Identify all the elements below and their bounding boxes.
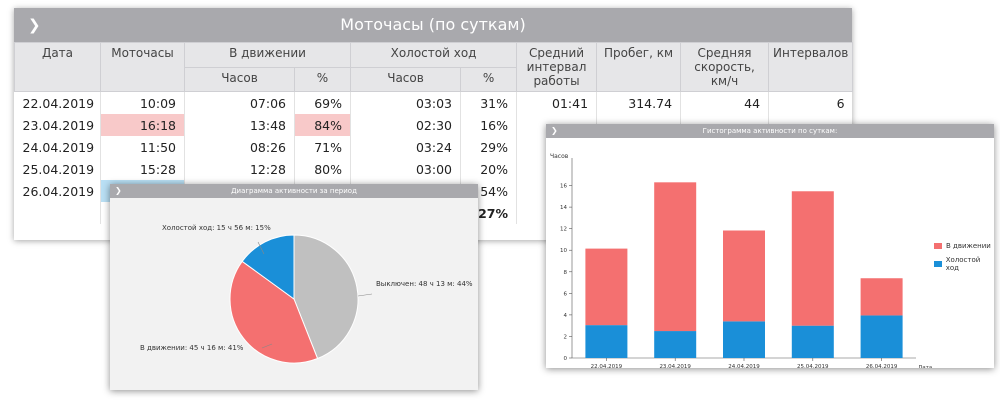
y-tick-label: 0 [564, 356, 568, 362]
cell-avg-interval: 01:41 [516, 91, 597, 114]
cell-moving-hours: 08:26 [184, 136, 295, 158]
bar-segment-moving[interactable] [585, 248, 628, 326]
bar-segment-moving[interactable] [723, 230, 765, 322]
pie-slice-idle[interactable] [241, 234, 295, 300]
cell-idle-pct: 29% [460, 136, 517, 158]
cell-idle-hours: 02:30 [350, 114, 461, 136]
x-tick-label: 25.04.2019 [797, 364, 829, 368]
bar-title: Гистограмма активности по суткам: [702, 127, 838, 135]
bar-segment-moving[interactable] [654, 182, 697, 332]
x-tick-label: 24.04.2019 [728, 364, 760, 368]
activity-histogram-chart: Часов 0 2 4 6 8 10 12 14 16 Дата 22.04.2019 23.04.20… [550, 153, 932, 368]
legend-label-moving: В движении [946, 242, 991, 250]
pie-label-off: Выключен: 48 ч 13 м: 44% [376, 280, 473, 288]
activity-pie-panel: ❯ Диаграмма активности за период Выключе… [110, 184, 478, 390]
x-tick-label: 26.04.2019 [866, 364, 898, 368]
cell-moving-hours: 12:28 [184, 158, 295, 180]
header-idle-hours[interactable]: Часов [350, 66, 462, 92]
bar-segment-moving[interactable] [791, 191, 834, 326]
y-tick-label: 2 [564, 334, 568, 340]
pie-leader-line [357, 293, 373, 297]
bar-titlebar: ❯ Гистограмма активности по суткам: [546, 124, 994, 138]
cell-idle-hours: 03:24 [350, 136, 461, 158]
y-tick-label: 14 [560, 205, 567, 211]
cell-date: 23.04.2019 [22, 117, 95, 133]
cell-moving-pct: 84% [293, 114, 351, 136]
header-motohours[interactable]: Моточасы [100, 42, 185, 92]
cell-motohours: 16:18 [100, 114, 185, 136]
cell-date: 24.04.2019 [22, 139, 95, 155]
y-tick-label: 10 [560, 248, 567, 254]
collapse-chevron-icon[interactable]: ❯ [28, 16, 41, 34]
cell-idle-pct: 31% [460, 91, 517, 114]
header-moving-hours[interactable]: Часов [184, 66, 295, 92]
header-avg-interval[interactable]: Средний интервал работы [516, 42, 598, 92]
cell-idle-pct: 16% [460, 114, 517, 136]
x-axis-label: Дата [918, 365, 932, 368]
pie-title: Диаграмма активности за период [231, 187, 357, 195]
collapse-chevron-icon[interactable]: ❯ [115, 186, 122, 195]
cell-idle-hours: 03:03 [350, 91, 461, 114]
header-avg-speed[interactable]: Средняя скорость, км/ч [680, 42, 770, 92]
y-tick-label: 12 [560, 227, 567, 233]
cell-date: 26.04.2019 [22, 183, 95, 199]
cell-moving-hours: 13:48 [184, 114, 295, 136]
chart-legend: В движении Холостой ход [934, 242, 994, 278]
header-idle: Холостой ход [350, 42, 518, 68]
bar-segment-idle[interactable] [723, 321, 765, 358]
x-tick-label: 22.04.2019 [591, 364, 623, 368]
cell-intervals: 6 [768, 91, 853, 114]
pie-label-moving: В движении: 45 ч 16 м: 41% [140, 344, 244, 352]
x-tick-label: 23.04.2019 [659, 364, 691, 368]
report-title: Моточасы (по суткам) [340, 15, 526, 34]
legend-swatch-moving [934, 243, 942, 249]
y-tick-label: 6 [564, 291, 568, 297]
cell-date: 22.04.2019 [22, 95, 95, 111]
header-moving-pct[interactable]: % [293, 66, 352, 92]
table-row: 22.04.2019 10:09 07:06 69% 03:03 31% 01:… [15, 91, 853, 114]
y-axis-label: Часов [550, 153, 569, 160]
pie-slice-moving[interactable] [229, 260, 319, 364]
cell-moving-pct: 71% [293, 136, 351, 158]
y-tick-label: 4 [564, 313, 568, 319]
y-tick-label: 16 [560, 184, 567, 190]
cell-moving-hours: 07:06 [184, 91, 295, 114]
cell-avg-speed: 44 [680, 91, 769, 114]
y-tick-label: 8 [564, 270, 568, 276]
cell-idle-hours: 03:00 [350, 158, 461, 180]
cell-motohours: 11:50 [100, 136, 185, 158]
cell-date [15, 202, 101, 224]
bar-segment-idle[interactable] [585, 325, 628, 358]
activity-pie-chart [229, 234, 373, 364]
cell-date: 25.04.2019 [22, 161, 95, 177]
header-moving: В движении [183, 42, 352, 68]
legend-label-idle: Холостой ход [945, 256, 981, 272]
cell-motohours: 10:09 [100, 91, 185, 114]
pie-label-idle: Холостой ход: 15 ч 56 м: 15% [162, 224, 271, 232]
bar-segment-idle[interactable] [791, 325, 834, 358]
bar-segment-idle[interactable] [860, 315, 903, 358]
legend-item-idle: Холостой ход [934, 256, 994, 272]
activity-histogram-panel: ❯ Гистограмма активности по суткам: Часо… [546, 124, 994, 368]
cell-mileage: 314.74 [596, 91, 681, 114]
header-mileage[interactable]: Пробег, км [596, 42, 682, 92]
pie-leader-line [257, 241, 265, 255]
legend-swatch-idle [934, 261, 942, 267]
collapse-chevron-icon[interactable]: ❯ [551, 126, 558, 135]
bar-segment-idle[interactable] [654, 331, 697, 358]
pie-slice-off[interactable] [293, 234, 359, 360]
bar-segment-moving[interactable] [860, 278, 903, 316]
report-titlebar: ❯ Моточасы (по суткам) [14, 8, 852, 42]
header-date[interactable]: Дата [14, 42, 101, 92]
pie-titlebar: ❯ Диаграмма активности за период [110, 184, 478, 198]
header-intervals[interactable]: Интервалов [768, 42, 854, 92]
cell-idle-pct: 20% [460, 158, 517, 180]
legend-item-moving: В движении [934, 242, 994, 250]
header-idle-pct[interactable]: % [460, 66, 518, 92]
cell-motohours: 15:28 [100, 158, 185, 180]
cell-moving-pct: 69% [293, 91, 351, 114]
cell-moving-pct: 80% [293, 158, 351, 180]
pie-leader-line [261, 343, 273, 349]
